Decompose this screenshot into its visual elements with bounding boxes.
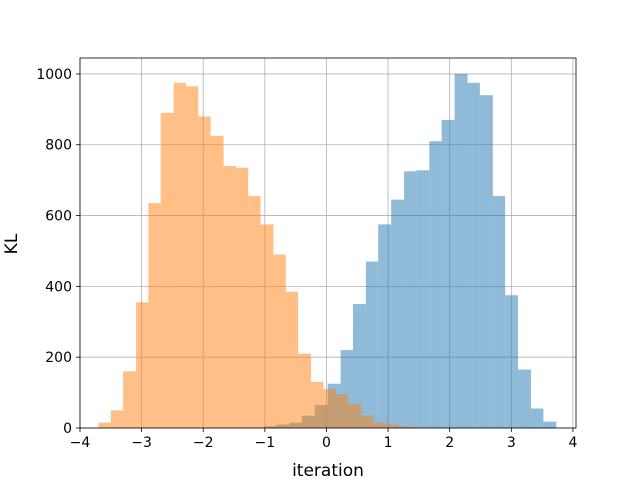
series-1-bar-5 xyxy=(160,112,174,429)
series-1-bar-7 xyxy=(185,86,199,429)
series-0-bar-7 xyxy=(352,304,366,428)
x-tick-label-8: 4 xyxy=(568,435,577,451)
series-1-bar-15 xyxy=(285,291,299,428)
series-1-bar-11 xyxy=(235,167,249,428)
y-tick-label-2: 400 xyxy=(45,279,72,295)
x-tick-label-2: −2 xyxy=(193,435,214,451)
series-0-bar-18 xyxy=(492,196,506,428)
series-1-bar-20 xyxy=(348,403,361,428)
series-0-bar-8 xyxy=(365,261,379,428)
axes-frame xyxy=(79,57,577,429)
y-tick-label-5: 1000 xyxy=(36,67,72,83)
series-1 xyxy=(98,82,424,429)
x-tick-label-6: 2 xyxy=(445,435,454,451)
series-0-bar-17 xyxy=(479,95,493,428)
series-1-bar-6 xyxy=(173,82,186,428)
series-0-bar-22 xyxy=(543,421,557,428)
plot-area: −4 −3 −2 −1 0 1 2 3 4 0 200 400 600 800 1000 xyxy=(36,57,577,451)
series-0-bar-10 xyxy=(391,199,405,428)
y-tick-label-1: 200 xyxy=(45,350,72,366)
series-1-bar-0 xyxy=(98,422,111,428)
series-1-bar-1 xyxy=(110,410,124,428)
series-0-bar-12 xyxy=(416,170,430,428)
series-0-bar-20 xyxy=(518,369,532,428)
series-0-bar-14 xyxy=(441,119,455,428)
series-1-bar-16 xyxy=(298,353,312,428)
x-tick-label-3: −1 xyxy=(255,435,276,451)
series-0-bar-21 xyxy=(531,408,544,428)
series-0-bar-15 xyxy=(454,73,468,428)
y-axis-label: KL xyxy=(2,233,22,254)
series-1-bar-9 xyxy=(210,135,224,429)
series-1-bar-19 xyxy=(335,394,349,428)
series-1-bar-17 xyxy=(311,381,324,428)
series-1-bar-21 xyxy=(360,415,374,428)
y-tick-label-3: 600 xyxy=(45,209,72,225)
series-1-bar-23 xyxy=(385,424,398,428)
series-1-bar-12 xyxy=(248,196,261,428)
series-0-bar-13 xyxy=(429,141,442,428)
x-tick-label-0: −4 xyxy=(70,435,91,451)
series-1-bar-22 xyxy=(373,422,386,428)
series-1-bar-13 xyxy=(260,224,274,428)
series-1-bar-4 xyxy=(148,203,161,428)
y-tick-label-0: 0 xyxy=(63,421,72,437)
x-tick-label-5: 1 xyxy=(384,435,393,451)
x-axis-label: iteration xyxy=(292,461,364,480)
series-1-bar-10 xyxy=(223,165,236,429)
series-0-bar-11 xyxy=(404,171,417,428)
series-1-bar-3 xyxy=(136,302,149,428)
series-1-bar-8 xyxy=(198,116,211,428)
series-1-bar-18 xyxy=(323,389,336,428)
y-tick-label-4: 800 xyxy=(45,138,72,154)
series-0-bar-16 xyxy=(467,82,480,428)
series-1-bar-2 xyxy=(123,371,137,428)
series-0-bar-9 xyxy=(378,224,392,428)
series-0-bar-19 xyxy=(505,295,519,428)
series-1-bar-14 xyxy=(273,254,286,428)
series-1-bar-24 xyxy=(397,426,411,428)
x-tick-label-4: 0 xyxy=(322,435,331,451)
x-tick-label-1: −3 xyxy=(131,435,152,451)
x-tick-label-7: 3 xyxy=(507,435,516,451)
